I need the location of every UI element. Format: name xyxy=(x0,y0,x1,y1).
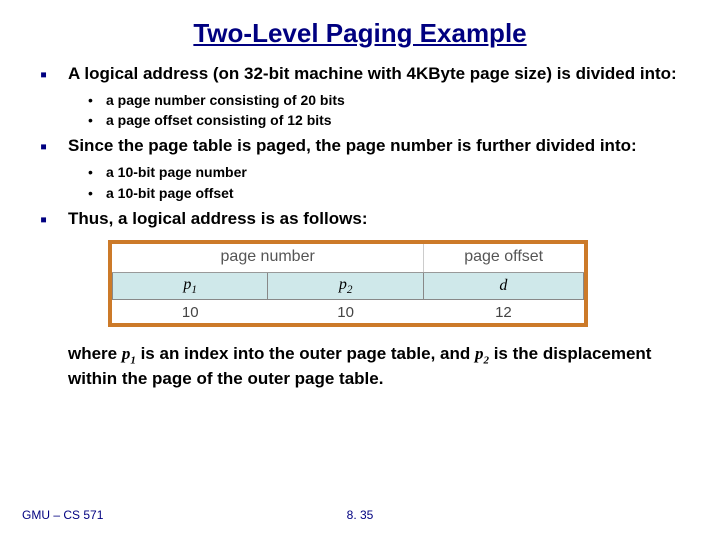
sub-text: a 10-bit page number xyxy=(106,163,247,181)
cell-d: d xyxy=(423,272,583,299)
width-c1: 10 xyxy=(113,299,268,323)
header-page-number: page number xyxy=(113,244,424,273)
footer-page-number: 8. 35 xyxy=(347,508,374,522)
square-bullet-icon: ▪ xyxy=(40,135,68,159)
table-width-row: 10 10 12 xyxy=(113,299,584,323)
bullet-2-text: Since the page table is paged, the page … xyxy=(68,135,680,156)
table-header-row: page number page offset xyxy=(113,244,584,273)
address-table: page number page offset p1 p2 d 10 10 12 xyxy=(108,240,588,327)
sub-text: a 10-bit page offset xyxy=(106,184,234,202)
bullet-2: ▪ Since the page table is paged, the pag… xyxy=(40,135,680,159)
sub-text: a page number consisting of 20 bits xyxy=(106,91,345,109)
header-page-offset: page offset xyxy=(423,244,583,273)
dot-bullet-icon: • xyxy=(88,184,106,202)
width-c3: 12 xyxy=(423,299,583,323)
dot-bullet-icon: • xyxy=(88,163,106,181)
closing-text: where p1 is an index into the outer page… xyxy=(68,343,680,389)
bullet-1: ▪ A logical address (on 32-bit machine w… xyxy=(40,63,680,87)
bullet-3-text: Thus, a logical address is as follows: xyxy=(68,208,680,229)
square-bullet-icon: ▪ xyxy=(40,63,68,87)
sub-bullet: • a page offset consisting of 12 bits xyxy=(88,111,680,129)
width-c2: 10 xyxy=(268,299,423,323)
sub-bullet: • a 10-bit page offset xyxy=(88,184,680,202)
cell-p2: p2 xyxy=(268,272,423,299)
dot-bullet-icon: • xyxy=(88,111,106,129)
bullet-3: ▪ Thus, a logical address is as follows: xyxy=(40,208,680,232)
square-bullet-icon: ▪ xyxy=(40,208,68,232)
table-value-row: p1 p2 d xyxy=(113,272,584,299)
sub-bullet: • a page number consisting of 20 bits xyxy=(88,91,680,109)
cell-p1: p1 xyxy=(113,272,268,299)
dot-bullet-icon: • xyxy=(88,91,106,109)
bullet-1-text: A logical address (on 32-bit machine wit… xyxy=(68,63,680,84)
sub-bullet: • a 10-bit page number xyxy=(88,163,680,181)
footer-left: GMU – CS 571 xyxy=(22,508,103,522)
slide-title: Two-Level Paging Example xyxy=(40,18,680,49)
sub-text: a page offset consisting of 12 bits xyxy=(106,111,332,129)
